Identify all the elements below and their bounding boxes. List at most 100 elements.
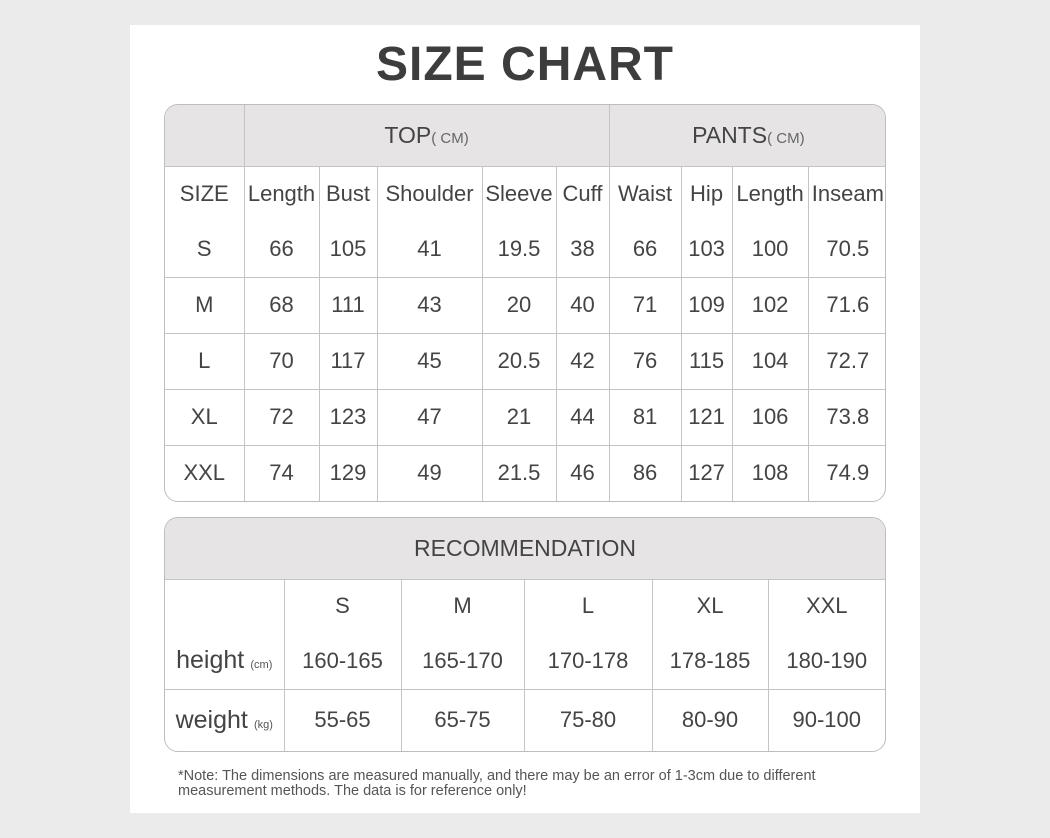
measurement-cell: 102 — [731, 276, 809, 334]
table-row: S 66 105 41 19.5 38 66 103 100 70.5 — [165, 221, 885, 278]
size-label: XXL — [165, 444, 245, 501]
column-header-row: SIZE Length Bust Shoulder Sleeve Cuff Waist Hip… — [165, 165, 885, 221]
measurement-cell: 105 — [318, 221, 378, 278]
measurement-cell: 121 — [680, 388, 733, 446]
measurement-cell: 104 — [731, 332, 809, 390]
range-cell: 75-80 — [523, 688, 653, 751]
pants-group-header: PANTS( CM) — [608, 105, 885, 167]
column-header: Cuff — [555, 165, 610, 221]
column-header: Waist — [608, 165, 682, 221]
size-table: TOP( CM) PANTS( CM) SIZE Length Bust Should… — [164, 104, 886, 502]
column-header: Shoulder — [376, 165, 483, 221]
table-row: XL 72 123 47 21 44 81 121 106 73.8 — [165, 388, 885, 446]
measurement-cell: 40 — [555, 276, 610, 334]
measurement-cell: 49 — [376, 444, 483, 501]
measurement-cell: 42 — [555, 332, 610, 390]
row-unit: (kg) — [253, 718, 273, 731]
row-label-text: weight — [175, 705, 248, 734]
range-cell: 80-90 — [651, 688, 769, 751]
table-row: L 70 117 45 20.5 42 76 115 104 72.7 — [165, 332, 885, 390]
measurement-cell: 46 — [555, 444, 610, 501]
measurement-cell: 117 — [318, 332, 378, 390]
range-cell: 178-185 — [651, 633, 769, 690]
measurement-cell: 106 — [731, 388, 809, 446]
measurement-cell: 109 — [680, 276, 733, 334]
recommendation-header-row: RECOMMENDATION — [165, 518, 885, 580]
range-cell: 160-165 — [283, 633, 402, 690]
table-row: weight (kg) 55-65 65-75 75-80 80-90 90-100 — [165, 688, 885, 751]
top-group-header: TOP( CM) — [243, 105, 610, 167]
measurement-cell: 115 — [680, 332, 733, 390]
measurement-cell: 74 — [243, 444, 320, 501]
measurement-cell: 70 — [243, 332, 320, 390]
size-label: XL — [165, 388, 245, 446]
measurement-cell: 43 — [376, 276, 483, 334]
column-header: SIZE — [165, 165, 245, 221]
measurement-cell: 76 — [608, 332, 682, 390]
size-header: XXL — [767, 578, 885, 633]
measurement-cell: 20.5 — [481, 332, 557, 390]
measurement-cell: 20 — [481, 276, 557, 334]
measurement-cell: 45 — [376, 332, 483, 390]
size-label: L — [165, 332, 245, 390]
measurement-cell: 68 — [243, 276, 320, 334]
measurement-cell: 111 — [318, 276, 378, 334]
group-header-row: TOP( CM) PANTS( CM) — [165, 105, 885, 167]
column-header: Sleeve — [481, 165, 557, 221]
measurement-cell: 47 — [376, 388, 483, 446]
range-cell: 165-170 — [400, 633, 525, 690]
measurement-cell: 66 — [243, 221, 320, 278]
table-row: M 68 111 43 20 40 71 109 102 71.6 — [165, 276, 885, 334]
column-header: Length — [243, 165, 320, 221]
measurement-cell: 21 — [481, 388, 557, 446]
measurement-cell: 108 — [731, 444, 809, 501]
size-label: M — [165, 276, 245, 334]
disclaimer-note: *Note: The dimensions are measured manua… — [178, 768, 816, 799]
recommendation-table: RECOMMENDATION S M L XL XXL height (cm) 160-1… — [164, 517, 886, 752]
size-header: M — [400, 578, 525, 633]
measurement-cell: 38 — [555, 221, 610, 278]
range-cell: 90-100 — [767, 688, 885, 751]
size-header: S — [283, 578, 402, 633]
measurement-cell: 41 — [376, 221, 483, 278]
measurement-cell: 81 — [608, 388, 682, 446]
column-header: Hip — [680, 165, 733, 221]
measurement-cell: 123 — [318, 388, 378, 446]
measurement-cell: 127 — [680, 444, 733, 501]
table-row: XXL 74 129 49 21.5 46 86 127 108 74.9 — [165, 444, 885, 501]
measurement-cell: 72 — [243, 388, 320, 446]
measurement-cell: 70.5 — [807, 221, 885, 278]
column-header: Length — [731, 165, 809, 221]
recommendation-size-row: S M L XL XXL — [165, 578, 885, 633]
row-unit: (cm) — [250, 659, 273, 672]
table-row: height (cm) 160-165 165-170 170-178 178-185 1… — [165, 633, 885, 690]
size-label: S — [165, 221, 245, 278]
size-header: L — [523, 578, 653, 633]
empty-header-cell — [165, 105, 245, 167]
page-title: SIZE CHART — [376, 38, 674, 91]
row-label: weight (kg) — [165, 688, 285, 751]
measurement-cell: 71 — [608, 276, 682, 334]
size-header: XL — [651, 578, 769, 633]
range-cell: 65-75 — [400, 688, 525, 751]
measurement-cell: 44 — [555, 388, 610, 446]
column-header: Bust — [318, 165, 378, 221]
range-cell: 55-65 — [283, 688, 402, 751]
range-cell: 170-178 — [523, 633, 653, 690]
row-label-text: height — [176, 646, 245, 675]
measurement-cell: 72.7 — [807, 332, 885, 390]
measurement-cell: 66 — [608, 221, 682, 278]
measurement-cell: 73.8 — [807, 388, 885, 446]
measurement-cell: 129 — [318, 444, 378, 501]
measurement-cell: 103 — [680, 221, 733, 278]
measurement-cell: 19.5 — [481, 221, 557, 278]
range-cell: 180-190 — [767, 633, 885, 690]
size-chart-card: SIZE CHART TOP( CM) PANTS( CM) SIZE Lengt… — [130, 25, 920, 813]
empty-cell — [165, 578, 285, 633]
measurement-cell: 71.6 — [807, 276, 885, 334]
recommendation-title: RECOMMENDATION — [165, 518, 885, 580]
measurement-cell: 86 — [608, 444, 682, 501]
measurement-cell: 100 — [731, 221, 809, 278]
row-label: height (cm) — [165, 633, 285, 690]
column-header: Inseam — [807, 165, 885, 221]
